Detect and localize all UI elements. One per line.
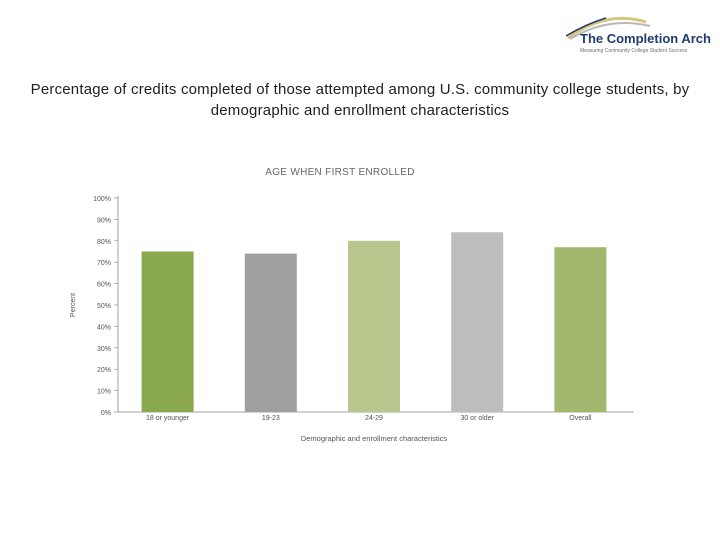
y-tick-label: 50% xyxy=(97,303,111,310)
logo-title: The Completion Arch xyxy=(580,31,711,46)
bar-overall xyxy=(554,247,607,412)
y-tick-label: 70% xyxy=(97,260,111,267)
y-tick-label: 0% xyxy=(101,410,111,417)
y-tick-label: 30% xyxy=(97,346,111,353)
y-axis-label: Percent xyxy=(70,293,77,317)
slide-title: Percentage of credits completed of those… xyxy=(30,81,690,119)
y-tick-label: 80% xyxy=(97,239,111,246)
y-tick-label: 90% xyxy=(97,217,111,224)
bar-19-23 xyxy=(244,253,297,412)
completion-arch-logo: The Completion Arch Measuring Community … xyxy=(566,14,716,58)
y-tick-label: 10% xyxy=(97,389,111,396)
y-tick-label: 40% xyxy=(97,324,111,331)
bar-30-or-older xyxy=(451,232,504,412)
y-tick-label: 100% xyxy=(93,196,111,203)
x-tick-label: 30 or older xyxy=(460,415,494,422)
y-tick-label: 60% xyxy=(97,282,111,289)
logo-tagline: Measuring Community College Student Succ… xyxy=(580,48,688,54)
arch-logo-icon xyxy=(566,16,651,40)
x-tick-label: 24-29 xyxy=(365,415,383,422)
x-tick-label: 19-23 xyxy=(262,415,280,422)
x-axis-label: Demographic and enrollment characteristi… xyxy=(301,434,448,443)
x-tick-label: 18 or younger xyxy=(146,415,190,422)
bar-24-29 xyxy=(348,240,400,412)
bar-18-or-younger xyxy=(141,251,194,412)
chart-title: AGE WHEN FIRST ENROLLED xyxy=(265,167,415,178)
x-tick-label: Overall xyxy=(569,415,592,422)
y-tick-label: 20% xyxy=(97,367,111,374)
